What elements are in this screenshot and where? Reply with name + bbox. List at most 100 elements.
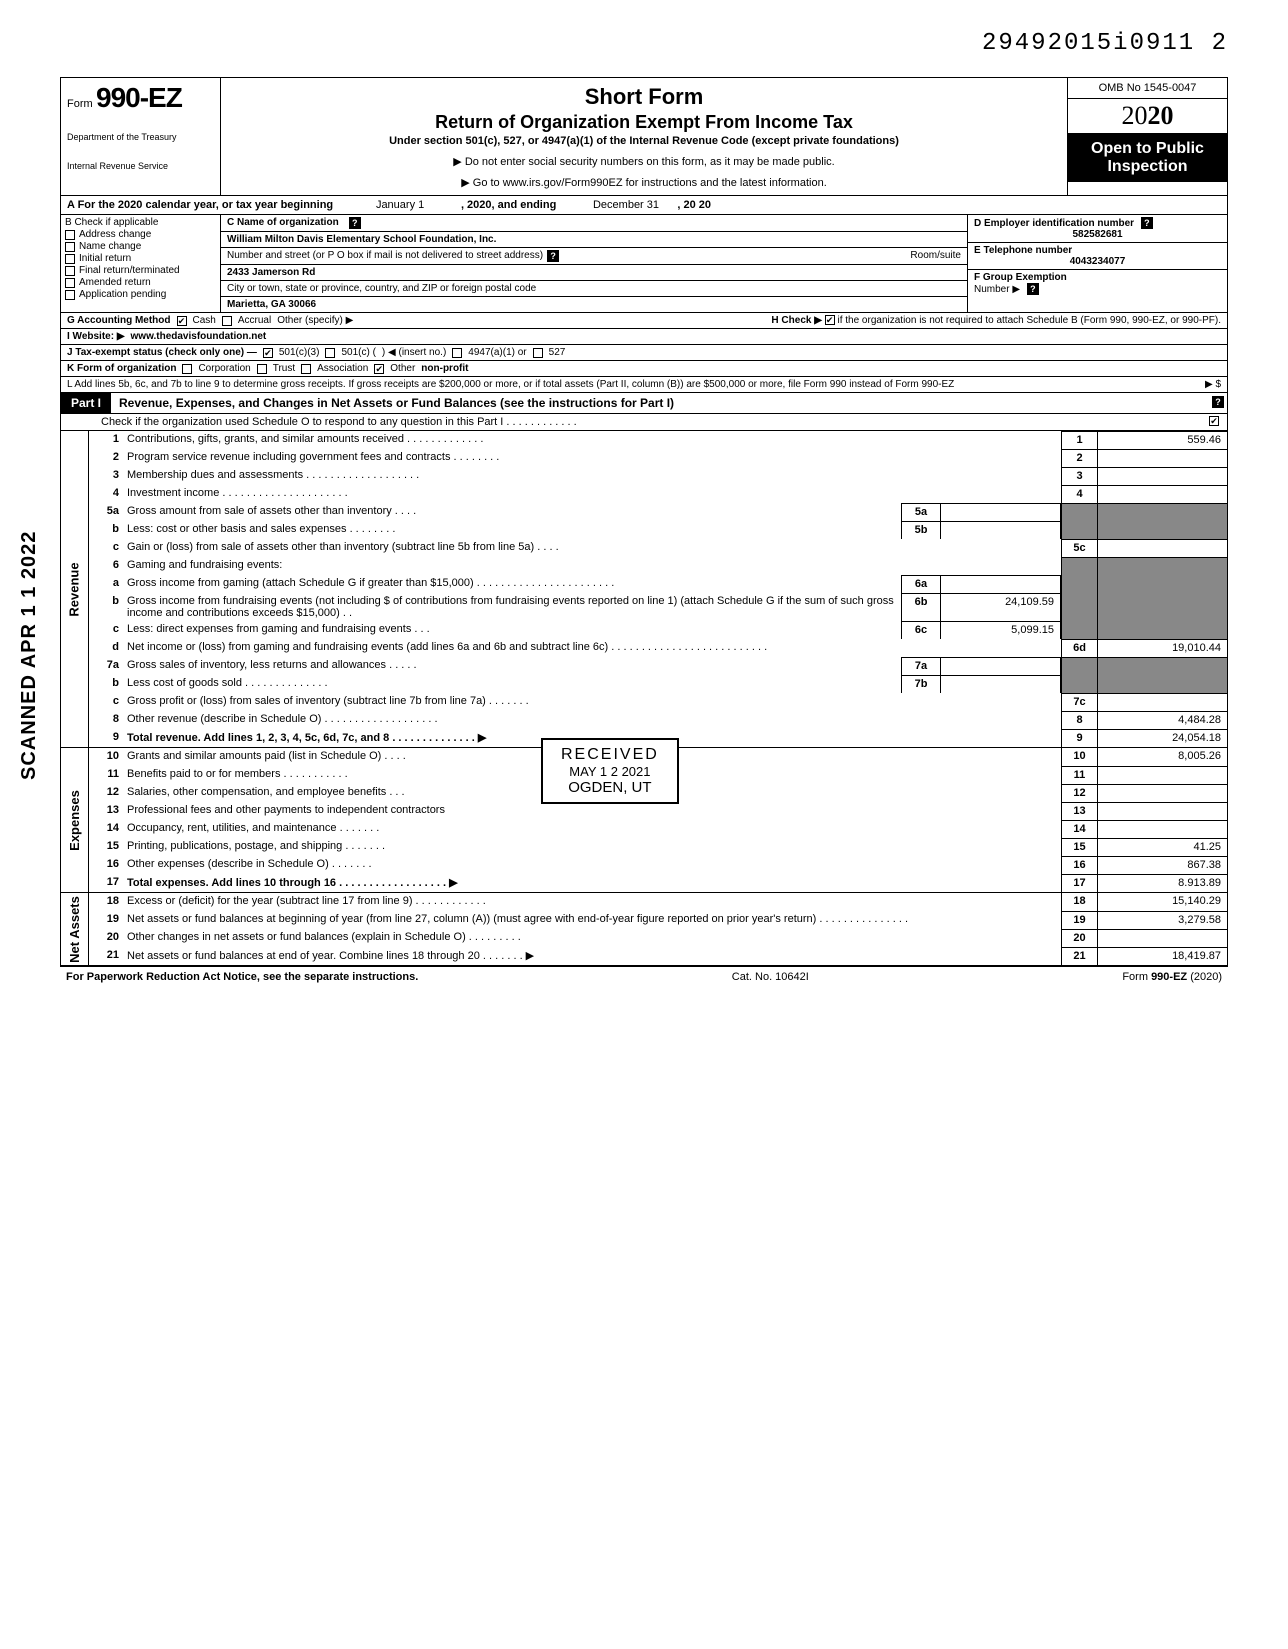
chk-501c3[interactable] — [263, 348, 273, 358]
sh6c — [1061, 621, 1097, 639]
v14 — [1097, 820, 1227, 838]
n6d: d — [89, 639, 123, 657]
chk-527[interactable] — [533, 348, 543, 358]
lbl-corp: Corporation — [198, 363, 250, 374]
omb-number: OMB No 1545-0047 — [1068, 78, 1227, 99]
b5c: 5c — [1061, 539, 1097, 557]
v15: 41.25 — [1097, 838, 1227, 856]
b12: 12 — [1061, 784, 1097, 802]
v2 — [1097, 449, 1227, 467]
room-suite-label: Room/suite — [910, 250, 961, 262]
chk-name[interactable] — [65, 242, 75, 252]
d16: Other expenses (describe in Schedule O) … — [123, 856, 1061, 874]
check-note-text: Check if the organization used Schedule … — [101, 416, 577, 428]
shv6b — [1097, 593, 1227, 621]
c-name-label: C Name of organization — [227, 217, 339, 229]
chk-4947[interactable] — [452, 348, 462, 358]
chk-schedule-o[interactable] — [1209, 416, 1219, 426]
chk-501c[interactable] — [325, 348, 335, 358]
footer-mid: Cat. No. 10642I — [732, 971, 809, 983]
header-mid: Short Form Return of Organization Exempt… — [221, 78, 1067, 195]
org-name: William Milton Davis Elementary School F… — [227, 234, 496, 245]
scanned-stamp: SCANNED APR 1 1 2022 — [18, 531, 41, 780]
help-icon: ? — [349, 217, 361, 229]
d8: Other revenue (describe in Schedule O) .… — [123, 711, 1061, 729]
k-label: K Form of organization — [67, 363, 176, 374]
shv7b — [1097, 675, 1227, 693]
sv7a — [941, 657, 1061, 675]
n14: 14 — [89, 820, 123, 838]
shv6 — [1097, 557, 1227, 575]
col-b: B Check if applicable Address change Nam… — [61, 215, 221, 312]
b18: 18 — [1061, 893, 1097, 911]
n20: 20 — [89, 929, 123, 947]
sb7b: 7b — [901, 675, 941, 693]
line-a-begin: January 1 — [376, 199, 424, 211]
lbl-address: Address change — [79, 229, 151, 240]
v9: 24,054.18 — [1097, 729, 1227, 747]
n1: 1 — [89, 431, 123, 449]
n12: 12 — [89, 784, 123, 802]
v4 — [1097, 485, 1227, 503]
n5a: 5a — [89, 503, 123, 521]
part1-check-note: Check if the organization used Schedule … — [61, 414, 1227, 431]
lbl-4947: 4947(a)(1) or — [468, 347, 526, 358]
chk-pending[interactable] — [65, 290, 75, 300]
chk-initial[interactable] — [65, 254, 75, 264]
lbl-cash: Cash — [193, 315, 216, 326]
d6b: Gross income from fundraising events (no… — [123, 593, 901, 621]
b8: 8 — [1061, 711, 1097, 729]
n13: 13 — [89, 802, 123, 820]
v18: 15,140.29 — [1097, 893, 1227, 911]
n7c: c — [89, 693, 123, 711]
lbl-501c3: 501(c)(3) — [279, 347, 320, 358]
line-a-suffix: , 20 20 — [677, 199, 711, 211]
chk-assoc[interactable] — [301, 364, 311, 374]
ssn-note: ▶ Do not enter social security numbers o… — [231, 155, 1057, 168]
b10: 10 — [1061, 748, 1097, 766]
n5c: c — [89, 539, 123, 557]
revenue-section: Revenue 1Contributions, gifts, grants, a… — [61, 431, 1227, 748]
n8: 8 — [89, 711, 123, 729]
n2: 2 — [89, 449, 123, 467]
chk-cash[interactable] — [177, 316, 187, 326]
chk-trust[interactable] — [257, 364, 267, 374]
sv7b — [941, 675, 1061, 693]
n6: 6 — [89, 557, 123, 575]
received-stamp: RECEIVED MAY 1 2 2021 OGDEN, UT — [541, 738, 679, 804]
chk-address[interactable] — [65, 230, 75, 240]
v13 — [1097, 802, 1227, 820]
n7b: b — [89, 675, 123, 693]
v6d: 19,010.44 — [1097, 639, 1227, 657]
sb5b: 5b — [901, 521, 941, 539]
lbl-initial: Initial return — [79, 253, 131, 264]
d19: Net assets or fund balances at beginning… — [123, 911, 1061, 929]
phone: 4043234077 — [974, 256, 1221, 267]
chk-h[interactable] — [825, 315, 835, 325]
n6c: c — [89, 621, 123, 639]
d6c: Less: direct expenses from gaming and fu… — [123, 621, 901, 639]
n17: 17 — [89, 874, 123, 892]
document-id: 29492015i0911 2 — [60, 30, 1228, 57]
chk-other-k[interactable] — [374, 364, 384, 374]
ein: 582582681 — [974, 229, 1221, 240]
d20: Other changes in net assets or fund bala… — [123, 929, 1061, 947]
chk-corp[interactable] — [182, 364, 192, 374]
n10: 10 — [89, 748, 123, 766]
d17: Total expenses. Add lines 10 through 16 … — [123, 874, 1061, 892]
sv5a — [941, 503, 1061, 521]
chk-final[interactable] — [65, 266, 75, 276]
col-def: D Employer identification number ? 58258… — [967, 215, 1227, 312]
f-label2: Number ▶ — [974, 284, 1020, 295]
b21: 21 — [1061, 947, 1097, 965]
d3: Membership dues and assessments . . . . … — [123, 467, 1061, 485]
sb6a: 6a — [901, 575, 941, 593]
lbl-501c: 501(c) ( — [341, 347, 375, 358]
v1: 559.46 — [1097, 431, 1227, 449]
chk-amended[interactable] — [65, 278, 75, 288]
received-date: MAY 1 2 2021 — [561, 764, 659, 779]
chk-accrual[interactable] — [222, 316, 232, 326]
help-icon: ? — [1027, 283, 1039, 295]
lbl-final: Final return/terminated — [79, 265, 180, 276]
expenses-section: Expenses 10Grants and similar amounts pa… — [61, 748, 1227, 893]
